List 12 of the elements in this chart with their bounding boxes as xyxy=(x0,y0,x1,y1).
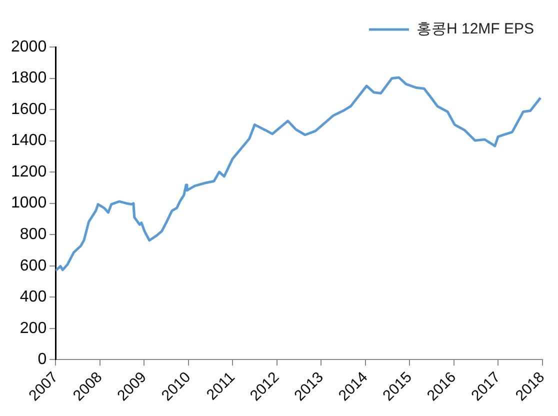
y-tick-label: 800 xyxy=(20,226,47,244)
y-tick-label: 200 xyxy=(20,320,47,337)
legend-label: 홍콩H 12MF EPS xyxy=(416,20,534,38)
y-tick-label: 1800 xyxy=(11,70,47,87)
y-tick-label: 1000 xyxy=(11,194,47,212)
y-tick-label: 1600 xyxy=(11,100,47,118)
y-tick-label: 600 xyxy=(20,257,47,274)
y-tick-label: 1200 xyxy=(11,163,47,180)
y-tick-label: 0 xyxy=(38,351,47,368)
y-tick-label: 2000 xyxy=(11,38,47,56)
y-tick-label: 1400 xyxy=(11,132,47,150)
y-tick-label: 400 xyxy=(20,288,47,306)
